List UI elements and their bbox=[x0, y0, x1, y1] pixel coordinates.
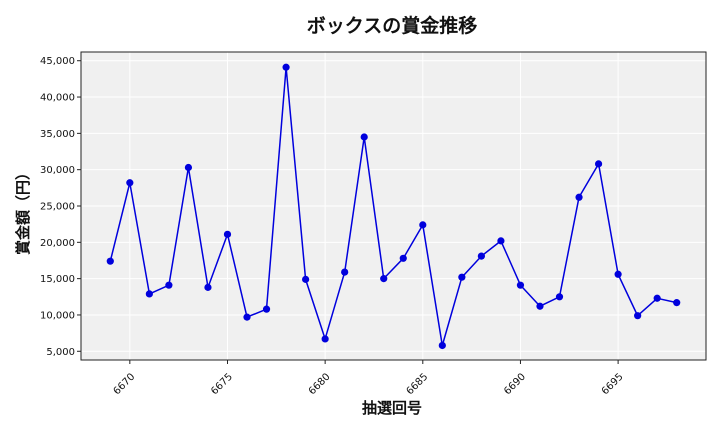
data-point bbox=[380, 275, 388, 283]
data-point bbox=[126, 179, 134, 187]
tick-labels: 5,000 10,000 15,000 20,000 25,000 30,000 35,00… bbox=[40, 56, 626, 397]
data-point bbox=[673, 299, 681, 307]
y-tick-label: 20,000 bbox=[40, 238, 75, 249]
data-point bbox=[399, 254, 407, 262]
data-point bbox=[477, 252, 485, 260]
y-tick-label: 15,000 bbox=[40, 274, 75, 285]
data-point bbox=[419, 221, 427, 229]
data-point bbox=[516, 281, 525, 289]
data-point bbox=[634, 312, 642, 320]
data-point bbox=[594, 160, 603, 168]
x-tick-label: 6670 bbox=[112, 371, 138, 397]
data-point bbox=[145, 290, 153, 298]
data-point bbox=[282, 63, 290, 71]
x-tick-label: 6695 bbox=[600, 371, 626, 397]
y-tick-label: 10,000 bbox=[40, 310, 75, 321]
y-tick-label: 35,000 bbox=[40, 129, 75, 140]
y-tick-label: 40,000 bbox=[40, 93, 75, 104]
grid-lines bbox=[81, 52, 706, 360]
data-points bbox=[106, 63, 681, 350]
axes bbox=[77, 51, 707, 364]
data-point bbox=[106, 257, 114, 265]
data-point bbox=[321, 335, 329, 343]
data-point bbox=[243, 313, 251, 321]
data-point bbox=[262, 305, 271, 313]
data-point bbox=[438, 341, 446, 350]
y-tick-label: 30,000 bbox=[40, 165, 75, 176]
data-point bbox=[653, 294, 661, 302]
y-tick-label: 45,000 bbox=[40, 56, 75, 67]
data-point bbox=[184, 163, 193, 172]
series-line bbox=[109, 66, 677, 347]
x-tick-label: 6675 bbox=[209, 371, 235, 397]
data-point bbox=[341, 268, 349, 276]
data-point bbox=[204, 283, 212, 291]
chart-title: ボックスの賞金推移 bbox=[307, 14, 477, 37]
plot-frame bbox=[80, 51, 707, 361]
y-axis-label: 賞金額（円） bbox=[14, 165, 32, 255]
data-point bbox=[614, 270, 622, 278]
x-tick-label: 6680 bbox=[307, 371, 333, 397]
data-point bbox=[458, 273, 466, 281]
data-point bbox=[360, 133, 368, 141]
data-point bbox=[555, 293, 564, 301]
data-point bbox=[302, 275, 310, 283]
x-tick-label: 6685 bbox=[405, 371, 431, 397]
x-axis-label: 抽選回号 bbox=[362, 399, 422, 417]
data-point bbox=[165, 281, 173, 289]
y-tick-label: 25,000 bbox=[40, 202, 75, 213]
data-point bbox=[536, 302, 544, 310]
y-tick-label: 5,000 bbox=[46, 347, 75, 358]
x-tick-label: 6690 bbox=[502, 371, 528, 397]
data-point bbox=[497, 237, 505, 245]
series-line-path bbox=[109, 66, 677, 347]
data-point bbox=[575, 193, 583, 201]
data-point bbox=[223, 230, 232, 238]
